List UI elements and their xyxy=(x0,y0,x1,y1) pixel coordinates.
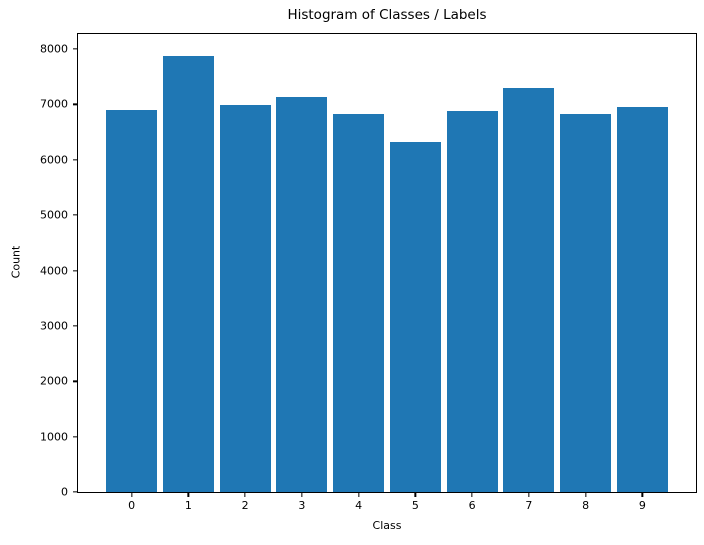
bar-class-8 xyxy=(560,114,612,492)
bar-class-9 xyxy=(616,106,668,492)
x-axis-label: Class xyxy=(372,519,402,532)
y-tick-label: 0 xyxy=(61,485,68,499)
x-tick-label: 6 xyxy=(468,499,476,512)
x-tick-label: 1 xyxy=(184,499,192,512)
x-tick-mark xyxy=(641,493,644,497)
y-tick-label: 1000 xyxy=(40,430,68,444)
bar-class-1 xyxy=(162,55,214,492)
y-tick-mark xyxy=(73,103,77,106)
y-tick-mark xyxy=(73,380,77,382)
y-tick-mark xyxy=(73,159,77,161)
y-tick-label: 7000 xyxy=(40,97,68,111)
x-tick-mark xyxy=(528,493,530,497)
bar-class-2 xyxy=(219,104,271,492)
y-tick-mark xyxy=(73,325,77,327)
bar-class-6 xyxy=(446,111,498,492)
y-tick-label: 5000 xyxy=(40,208,68,222)
x-tick-mark xyxy=(301,493,303,497)
y-tick-mark xyxy=(73,214,77,216)
x-tick-mark xyxy=(357,493,360,497)
x-tick-label: 2 xyxy=(241,499,249,512)
x-tick-mark xyxy=(584,493,587,497)
x-tick-label: 8 xyxy=(582,499,590,512)
y-tick-mark xyxy=(73,491,77,493)
y-tick-mark xyxy=(73,269,77,272)
x-tick-label: 9 xyxy=(638,499,646,512)
bar-class-0 xyxy=(106,109,158,492)
y-tick-label: 3000 xyxy=(40,319,68,333)
y-tick-label: 4000 xyxy=(40,264,68,277)
plot-area: 0 1000 2000 3000 4000 5000 6000 7000 8000 0 1 2 3 4 5 6… xyxy=(40,33,697,511)
x-tick-mark xyxy=(244,493,246,497)
y-tick-label: 6000 xyxy=(40,153,68,167)
y-tick-label: 8000 xyxy=(40,42,68,56)
bar-class-5 xyxy=(389,142,441,492)
x-tick-label: 5 xyxy=(411,499,419,512)
bar-class-3 xyxy=(276,96,328,492)
x-tick-label: 7 xyxy=(525,499,533,512)
chart-title: Histogram of Classes / Labels xyxy=(287,7,487,23)
x-tick-label: 3 xyxy=(298,499,306,512)
y-tick-mark xyxy=(73,48,77,50)
bar-class-7 xyxy=(503,88,555,492)
y-tick-label: 2000 xyxy=(40,374,68,388)
y-tick-mark xyxy=(73,435,77,438)
bar-class-4 xyxy=(333,114,385,492)
x-tick-mark xyxy=(130,493,133,497)
x-tick-mark xyxy=(471,493,473,497)
x-tick-mark xyxy=(414,493,417,497)
x-tick-mark xyxy=(187,493,190,497)
x-tick-label: 4 xyxy=(355,499,363,512)
x-tick-label: 0 xyxy=(128,499,136,512)
